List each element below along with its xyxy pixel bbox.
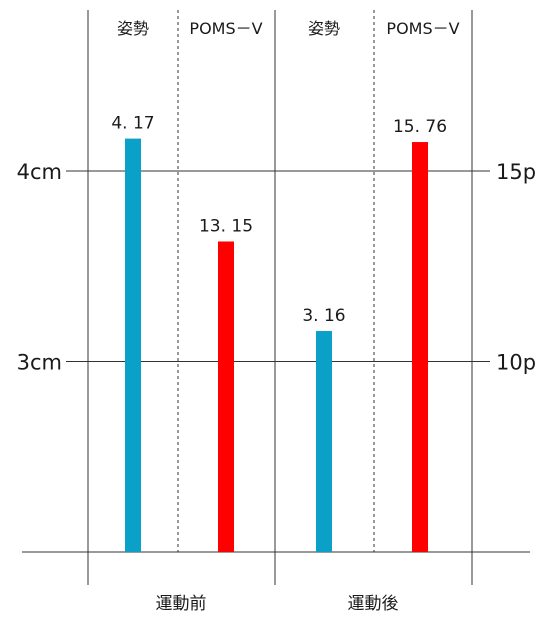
data-label: 4. 17 xyxy=(111,114,154,134)
bars xyxy=(125,138,428,553)
group-labels: 運動前 運動後 xyxy=(156,594,399,614)
group-label: 運動前 xyxy=(156,594,207,614)
column-headers: 姿勢 POMS－V 姿勢 POMS－V xyxy=(117,19,460,38)
data-label: 15. 76 xyxy=(393,117,447,137)
data-label: 3. 16 xyxy=(302,306,345,326)
column-header: POMS－V xyxy=(386,19,459,38)
column-header: 姿勢 xyxy=(117,19,149,38)
grid xyxy=(22,10,530,585)
axis-ticks: 3cm 4cm 10p 15p xyxy=(17,160,536,375)
group-label: 運動後 xyxy=(348,594,399,614)
right-tick-label: 15p xyxy=(496,160,536,184)
left-tick-label: 4cm xyxy=(17,160,62,184)
data-label: 13. 15 xyxy=(199,216,253,236)
right-tick-label: 10p xyxy=(496,351,536,375)
column-header: 姿勢 xyxy=(308,19,340,38)
column-header: POMS－V xyxy=(189,19,262,38)
bar xyxy=(316,331,332,552)
bar xyxy=(412,142,428,552)
left-tick-label: 3cm xyxy=(17,351,62,375)
bar xyxy=(218,241,234,553)
data-labels: 4. 17 3. 16 13. 15 15. 76 xyxy=(111,114,447,326)
bar xyxy=(125,138,141,553)
